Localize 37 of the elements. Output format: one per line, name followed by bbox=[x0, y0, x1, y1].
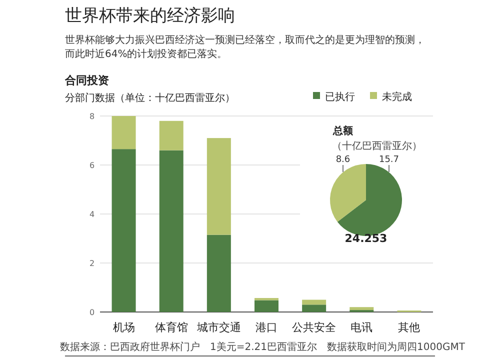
bar bbox=[254, 300, 278, 312]
x-tick-label: 机场 bbox=[112, 321, 135, 334]
chart-title: 世界杯带来的经济影响 bbox=[65, 6, 235, 26]
chart-subtitle: 世界杯能够大力振兴巴西经济这一预测已经落空，取而代之的是更为理智的预测，而此时近64%的计划投资都已落实。 bbox=[65, 34, 425, 60]
bar bbox=[112, 116, 136, 150]
bar bbox=[159, 150, 184, 312]
x-tick-label: 公共安全 bbox=[292, 321, 336, 334]
legend-label: 未完成 bbox=[382, 91, 412, 103]
y-axis-title: 分部门数据（单位：十亿巴西雷亚尔） bbox=[65, 92, 235, 104]
x-tick-label: 电讯 bbox=[350, 321, 373, 334]
x-tick-label: 体育馆 bbox=[154, 321, 188, 334]
data-label: 15.7 bbox=[378, 155, 400, 165]
bar bbox=[302, 304, 326, 312]
chart-subtitle: （十亿巴西雷亚尔） bbox=[332, 140, 422, 152]
pie-slice bbox=[330, 164, 366, 222]
x-tick-label: 港口 bbox=[256, 321, 278, 334]
annotation: 24.253 bbox=[344, 232, 388, 245]
bar bbox=[350, 307, 374, 310]
y-tick-label: 6 bbox=[89, 161, 95, 170]
x-tick-label: 城市交通 bbox=[196, 321, 241, 334]
y-tick-label: 2 bbox=[89, 259, 95, 268]
bar bbox=[206, 234, 231, 312]
bar bbox=[159, 120, 184, 150]
bar bbox=[112, 149, 136, 312]
x-tick-label: 其他 bbox=[398, 321, 420, 334]
chart-title: 总额 bbox=[332, 125, 354, 137]
data-label: 8.6 bbox=[336, 155, 350, 165]
y-tick-label: 4 bbox=[89, 210, 95, 219]
legend-label: 已执行 bbox=[325, 91, 355, 103]
y-tick-label: 8 bbox=[89, 112, 95, 121]
bar bbox=[206, 138, 231, 235]
text: 1美元=2.21巴西雷亚尔 bbox=[210, 341, 318, 353]
source-note: 数据来源：巴西政府世界杯门户 bbox=[60, 341, 200, 353]
text: 数据获取时间为周四1000GMT bbox=[327, 341, 466, 353]
y-tick-label: 0 bbox=[89, 308, 95, 317]
text: 合同投资 bbox=[64, 74, 109, 87]
bar bbox=[302, 300, 326, 305]
